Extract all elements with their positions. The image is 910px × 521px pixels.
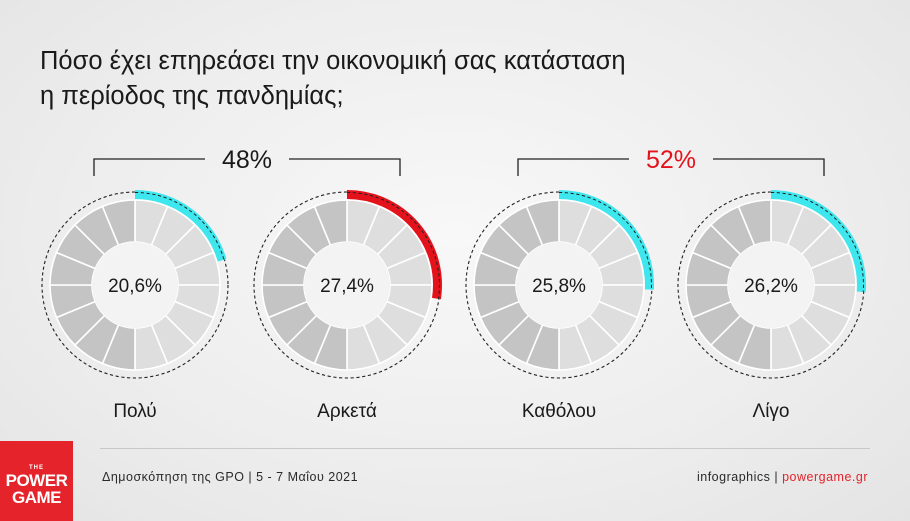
donut-center xyxy=(92,242,178,328)
value-arc xyxy=(558,190,654,290)
value-arc xyxy=(346,190,442,300)
donut-2: 27,4% Αρκετά xyxy=(253,190,442,422)
chart-title: Πόσο έχει επηρεάσει την οικονομική σας κ… xyxy=(40,44,860,114)
bracket-line xyxy=(517,158,629,176)
title-line-2: η περίοδος της πανδημίας; xyxy=(40,82,344,110)
category-label: Πολύ xyxy=(113,401,156,422)
credit-separator: | xyxy=(774,470,779,484)
credit-prefix: infographics xyxy=(696,470,771,484)
category-label: Καθόλου xyxy=(522,401,596,422)
bracket-line xyxy=(93,158,205,176)
logo-game: GAME xyxy=(12,488,62,507)
category-label: Λίγο xyxy=(753,401,790,422)
footer-source: Δημοσκόπηση της GPO | 5 - 7 Μαΐου 2021 xyxy=(102,470,359,484)
donut-3: 25,8% Καθόλου xyxy=(465,190,654,422)
value-label: 25,8% xyxy=(532,276,586,297)
bracket-line xyxy=(289,158,401,176)
category-label: Αρκετά xyxy=(317,401,377,422)
group-total-label: 52% xyxy=(646,146,696,174)
value-arc xyxy=(134,190,227,262)
footer-divider xyxy=(100,448,870,449)
value-arc xyxy=(770,190,866,293)
value-label: 27,4% xyxy=(320,276,374,297)
powergame-logo: THE POWER GAME xyxy=(0,441,73,521)
footer-credit: infographics | powergame.gr xyxy=(697,470,868,484)
title-line-1: Πόσο έχει επηρεάσει την οικονομική σας κ… xyxy=(40,47,626,75)
donut-center xyxy=(728,242,814,328)
logo-the: THE xyxy=(29,465,44,471)
group-brackets: 48% 52% xyxy=(93,146,825,176)
donut-1: 20,6% Πολύ xyxy=(41,190,229,422)
value-arc-dash xyxy=(134,192,225,260)
value-arc-dash xyxy=(558,192,652,290)
donut-wheels: 20,6% Πολύ 27,4% Αρκετά 25,8% Καθόλου 26,2% Λίγ… xyxy=(41,190,866,422)
value-label: 26,2% xyxy=(744,276,798,297)
value-label: 20,6% xyxy=(108,276,162,297)
group-total-label: 48% xyxy=(222,146,272,174)
logo-power: POWER xyxy=(5,471,68,490)
donut-center xyxy=(304,242,390,328)
group-bracket-2: 52% xyxy=(517,146,825,176)
donut-center xyxy=(516,242,602,328)
value-arc-dash xyxy=(770,192,864,293)
donut-chart-area: 48% 52% 20,6%Πολύ27,4%Αρκετά25,8%Καθόλου2… xyxy=(41,146,866,422)
credit-site-link[interactable]: powergame.gr xyxy=(782,470,868,484)
bracket-line xyxy=(713,158,825,176)
group-bracket-1: 48% xyxy=(93,146,401,176)
donut-4: 26,2% Λίγο xyxy=(677,190,866,422)
